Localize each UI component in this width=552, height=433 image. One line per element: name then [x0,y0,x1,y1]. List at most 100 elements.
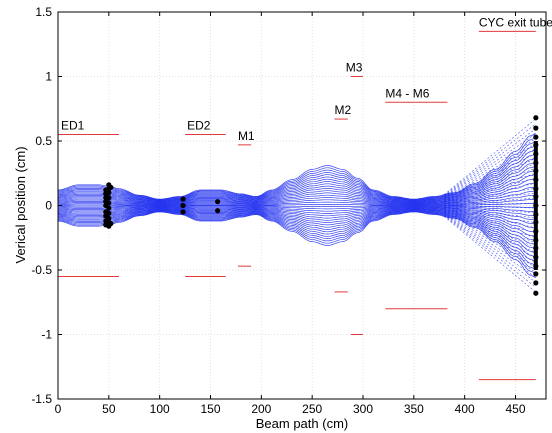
x-tick-label: 450 [505,402,525,416]
aperture-label: M2 [335,103,352,117]
x-tick-label: 400 [455,402,475,416]
trajectory-fan-line [444,128,536,197]
particle-marker [180,196,186,202]
particle-marker [533,115,539,121]
particle-markers [103,115,539,296]
particle-marker [106,205,112,211]
trajectory-fan-line [444,206,536,214]
trajectory-line [57,207,536,233]
trajectory-line [57,132,536,200]
particle-marker [533,134,539,140]
trajectory-line [58,153,536,202]
particle-marker [106,190,112,196]
y-tick-label: 0.5 [35,134,52,148]
trajectory-fan-line [444,211,536,258]
particle-marker [215,199,221,205]
aperture-label: CYC exit tube [479,15,552,29]
trajectory-fan-line [444,192,536,205]
trajectory-fan-line [444,214,536,283]
particle-marker [533,280,539,286]
particle-marker [106,215,112,221]
y-tick-label: -1.5 [31,392,52,406]
trajectory-line [58,203,536,206]
trajectory-fan-line [444,158,536,200]
x-tick-label: 250 [302,402,322,416]
y-tick-label: 1.5 [35,5,52,19]
particle-marker [106,195,112,201]
trajectory-line [58,194,536,205]
x-tick-label: 50 [102,402,116,416]
y-tick-label: 1 [45,70,52,84]
trajectory-fan-line [444,215,536,288]
particle-marker [106,200,112,206]
aperture-label: M4 - M6 [385,86,429,100]
trajectory-fan-line [444,202,536,206]
trajectory-fan-line [444,163,536,201]
trajectory-line [58,190,536,205]
trajectory-fan-line [444,214,536,278]
x-axis-label: Beam path (cm) [256,416,348,431]
trajectory-fan-line [444,205,536,209]
axis-ticks: 0 50 100 150 200 250 300 350 400 450 -1.5 -1 -0.5 0 0.… [31,5,546,416]
x-tick-label: 350 [404,402,424,416]
trajectory-fan-line [444,213,536,268]
trajectory-line [57,208,536,246]
particle-marker [180,202,186,209]
trajectory-fan-line [444,210,536,248]
trajectory-line [57,210,536,266]
particle-marker [108,184,114,191]
trajectory-fan-line [444,168,536,202]
particle-marker [106,210,112,216]
particle-marker [215,208,221,214]
trajectory-line [58,206,536,225]
annotation-labels: ED1 ED2 M1 M2 M3 M4 - M6 CYC exit tube [61,15,552,143]
trajectory-fan-line [444,187,536,204]
particle-marker [108,220,114,227]
particle-marker [533,125,539,131]
trajectory-line [57,178,536,204]
aperture-lines [58,30,536,381]
trajectory-fan-line [444,206,536,219]
x-tick-label: 300 [353,402,373,416]
aperture-label: ED1 [61,119,85,133]
trajectory-fan-line [444,211,536,253]
trajectory-fan-line [444,212,536,263]
trajectory-line [58,206,536,217]
aperture-label: M1 [238,129,255,143]
trajectory-fan-line [444,209,536,243]
y-axis-label: Verical position (cm) [13,146,28,263]
trajectory-fan-line [444,133,536,197]
trajectory-line [58,205,536,213]
trajectory-line [57,211,536,279]
particle-marker [533,271,539,277]
y-tick-label: 0 [45,199,52,213]
aperture-label: M3 [346,61,363,75]
particle-marker [533,290,539,296]
trajectory-line [57,165,536,203]
trajectory-lines [57,118,536,293]
x-tick-label: 150 [200,402,220,416]
trajectory-fan-line [444,208,536,229]
trajectory-line [58,209,536,258]
y-tick-label: -0.5 [31,263,52,277]
x-tick-label: 200 [251,402,271,416]
trajectory-line [57,145,536,201]
trajectory-line [57,157,536,202]
x-tick-label: 100 [150,402,170,416]
trajectory-line [58,206,536,221]
trajectory-line [58,198,536,206]
trajectory-line [58,205,536,208]
aperture-label: ED2 [187,119,211,133]
trajectory-line [58,186,536,205]
particle-marker [180,209,186,215]
trajectory-fan-line [444,123,536,196]
trajectory-fan-line [444,207,536,224]
trajectory-fan-line [444,182,536,203]
trajectory-fan-line [444,197,536,205]
trajectory-fan-line [444,153,536,200]
trajectory-line [57,209,536,254]
x-tick-label: 0 [55,402,62,416]
trajectory-fan-line [444,148,536,199]
trajectory-fan-line [444,143,536,198]
